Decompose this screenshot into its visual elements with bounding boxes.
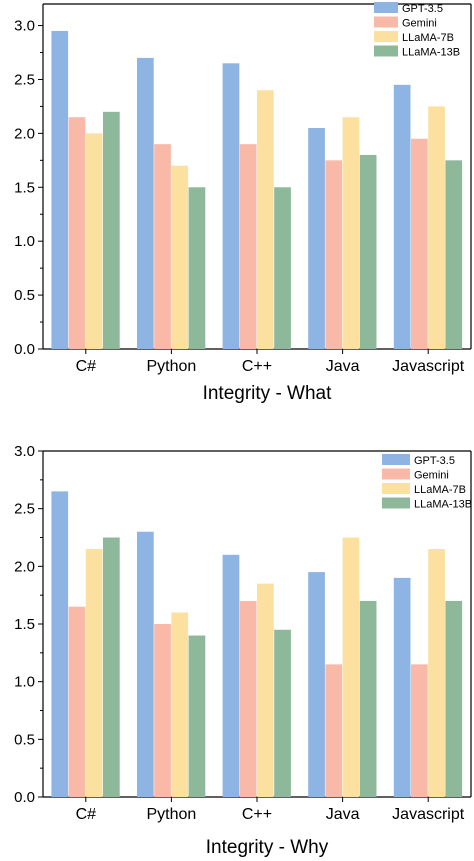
x-tick-label: Java: [326, 806, 360, 823]
y-tick-label: 3.0: [14, 18, 35, 35]
legend-label: Gemini: [414, 470, 449, 482]
bar-gpt-3-5-1: [137, 531, 154, 797]
bar-llama-13b-0: [103, 537, 120, 797]
bar-gemini-1: [154, 624, 171, 797]
bar-llama-7b-3: [342, 537, 360, 797]
x-tick-label: C++: [242, 358, 272, 375]
y-tick-label: 2.0: [14, 125, 35, 142]
bar-llama-7b-0: [85, 133, 103, 349]
legend-label: LLaMA-13B: [414, 499, 472, 511]
y-tick-label: 3.0: [14, 443, 35, 460]
y-tick-label: 2.5: [14, 71, 35, 88]
y-tick-label: 1.5: [14, 616, 35, 633]
bar-llama-13b-2: [274, 187, 291, 349]
bar-gemini-3: [325, 664, 343, 797]
y-tick-label: 1.0: [14, 674, 35, 691]
bar-gpt-3-5-4: [393, 84, 411, 349]
bar-gpt-3-5-4: [393, 577, 411, 797]
bar-gemini-3: [325, 160, 343, 349]
bar-llama-7b-2: [257, 90, 274, 349]
bar-llama-13b-1: [188, 187, 206, 349]
bar-gpt-3-5-3: [308, 127, 325, 349]
bar-llama-7b-0: [85, 549, 103, 797]
legend-swatch: [374, 31, 398, 42]
x-axis-title: Integrity - What: [203, 383, 333, 404]
bar-gemini-4: [411, 138, 428, 349]
bar-gemini-0: [68, 606, 86, 797]
y-tick-label: 0.5: [14, 731, 35, 748]
bar-llama-7b-3: [342, 117, 360, 349]
legend-swatch: [374, 16, 398, 28]
bar-gpt-3-5-1: [137, 57, 154, 349]
bar-llama-13b-2: [274, 629, 291, 797]
chart-integrity-what: 0.0 0.5 1.0 1.5 2.0 2.5 3.0 C# Python C++ Java Java…: [14, 2, 472, 404]
legend-swatch: [374, 45, 398, 57]
y-tick-label: 0.0: [14, 789, 35, 806]
x-tick-label: Javascript: [392, 358, 465, 375]
bar-llama-13b-4: [445, 600, 463, 797]
bar-gpt-3-5-2: [222, 554, 240, 797]
legend-swatch: [382, 483, 410, 494]
bar-llama-7b-2: [257, 583, 274, 797]
bar-gemini-0: [68, 117, 86, 349]
x-tick-label: C#: [76, 358, 97, 375]
bar-llama-13b-0: [103, 111, 120, 349]
bar-gpt-3-5-0: [51, 30, 69, 349]
legend-swatch: [382, 497, 410, 509]
y-tick-label: 0.0: [14, 341, 35, 358]
legend-swatch: [374, 2, 398, 13]
legend-label: GPT-3.5: [414, 455, 455, 467]
y-tick-label: 1.5: [14, 179, 35, 196]
y-tick-label: 2.5: [14, 501, 35, 518]
bar-llama-13b-3: [359, 154, 377, 349]
bar-gemini-2: [239, 144, 257, 349]
bar-gpt-3-5-0: [51, 491, 69, 797]
legend-label: LLaMA-13B: [402, 47, 460, 59]
y-tick-label: 1.0: [14, 233, 35, 250]
x-tick-label: Java: [326, 358, 360, 375]
legend-swatch: [382, 468, 410, 480]
chart-integrity-why: 0.0 0.5 1.0 1.5 2.0 2.5 3.0 C# Python C++ Java Java…: [14, 443, 472, 858]
bar-gpt-3-5-3: [308, 572, 325, 797]
bar-gpt-3-5-2: [222, 63, 240, 349]
x-axis-title: Integrity - Why: [206, 837, 329, 858]
legend-label: LLaMA-7B: [402, 32, 454, 44]
legend-label: GPT-3.5: [402, 3, 443, 15]
x-tick-label: Python: [146, 358, 196, 375]
x-tick-label: C#: [76, 806, 97, 823]
x-tick-label: C++: [242, 806, 272, 823]
legend-swatch: [382, 454, 410, 465]
x-tick-label: Python: [146, 806, 196, 823]
bar-llama-13b-1: [188, 635, 206, 797]
bar-llama-7b-1: [171, 612, 189, 797]
legend-label: Gemini: [402, 18, 437, 30]
y-tick-label: 0.5: [14, 287, 35, 304]
bar-llama-13b-4: [445, 160, 463, 349]
bar-gemini-1: [154, 144, 171, 349]
bar-llama-13b-3: [359, 600, 377, 797]
legend: GPT-3.5 Gemini LLaMA-7B LLaMA-13B: [374, 2, 460, 59]
bar-llama-7b-4: [428, 549, 445, 797]
x-tick-label: Javascript: [392, 806, 465, 823]
y-tick-label: 2.0: [14, 558, 35, 575]
bar-llama-7b-4: [428, 106, 445, 349]
bar-gemini-2: [239, 600, 257, 797]
legend-label: LLaMA-7B: [414, 484, 466, 496]
legend: GPT-3.5 Gemini LLaMA-7B LLaMA-13B: [382, 454, 472, 511]
bar-llama-7b-1: [171, 165, 189, 349]
bar-gemini-4: [411, 664, 428, 797]
